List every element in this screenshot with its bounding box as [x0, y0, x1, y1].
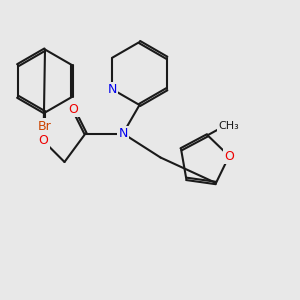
Text: O: O — [69, 103, 78, 116]
Text: Br: Br — [38, 119, 52, 133]
Text: O: O — [224, 150, 234, 163]
Text: N: N — [118, 127, 128, 140]
Text: N: N — [107, 83, 117, 96]
Text: O: O — [39, 134, 48, 148]
Text: CH₃: CH₃ — [218, 121, 239, 131]
